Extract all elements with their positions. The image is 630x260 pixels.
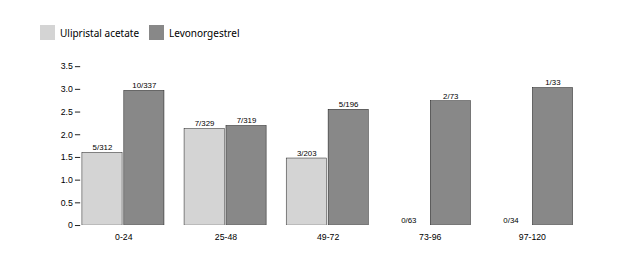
svg-text:0/34: 0/34 [503,216,519,225]
svg-text:5/312: 5/312 [93,143,113,152]
svg-text:1.5: 1.5 [61,152,73,162]
svg-text:3/203: 3/203 [297,149,317,158]
svg-text:73-96: 73-96 [419,232,441,242]
svg-text:1.0: 1.0 [61,175,73,185]
svg-text:7/329: 7/329 [195,119,215,128]
svg-text:25-48: 25-48 [215,232,237,242]
svg-text:2.0: 2.0 [61,130,73,140]
svg-text:49-72: 49-72 [317,232,339,242]
svg-text:10/337: 10/337 [132,81,156,90]
svg-text:7/319: 7/319 [237,116,257,125]
svg-text:0: 0 [68,220,73,230]
svg-text:2/73: 2/73 [443,92,459,101]
svg-text:97-120: 97-120 [519,232,546,242]
html-text:Levonorgestrel: Levonorgestrel [169,25,240,40]
svg-text:0-24: 0-24 [115,232,133,242]
svg-text:1/33: 1/33 [545,78,561,87]
svg-text:2.5: 2.5 [61,107,73,117]
svg-text:0.5: 0.5 [61,198,73,208]
svg-text:3.5: 3.5 [61,61,73,71]
html-text:Ulipristal acetate: Ulipristal acetate [60,25,139,40]
svg-text:3.0: 3.0 [61,84,73,94]
svg-text:5/196: 5/196 [339,100,359,109]
svg-text:0/63: 0/63 [401,216,417,225]
